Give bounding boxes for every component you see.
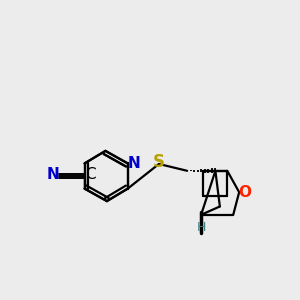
Text: N: N [128,156,141,171]
Text: S: S [153,154,165,172]
Text: O: O [238,185,251,200]
Text: H: H [196,221,206,234]
Text: C: C [85,167,95,182]
Text: N: N [46,167,59,182]
